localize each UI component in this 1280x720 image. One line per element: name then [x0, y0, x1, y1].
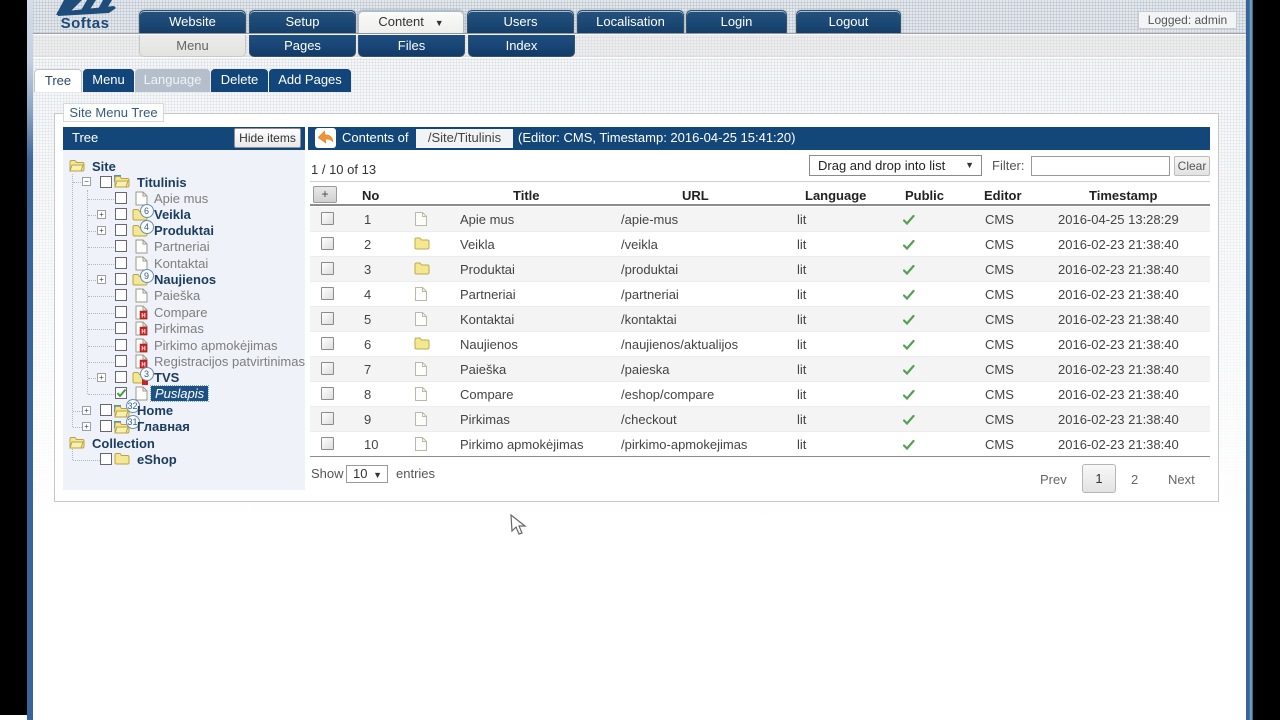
- svg-text:H: H: [141, 314, 145, 320]
- svg-text:H: H: [141, 347, 145, 353]
- svg-text:H: H: [141, 330, 145, 336]
- svg-text:H: H: [141, 363, 145, 369]
